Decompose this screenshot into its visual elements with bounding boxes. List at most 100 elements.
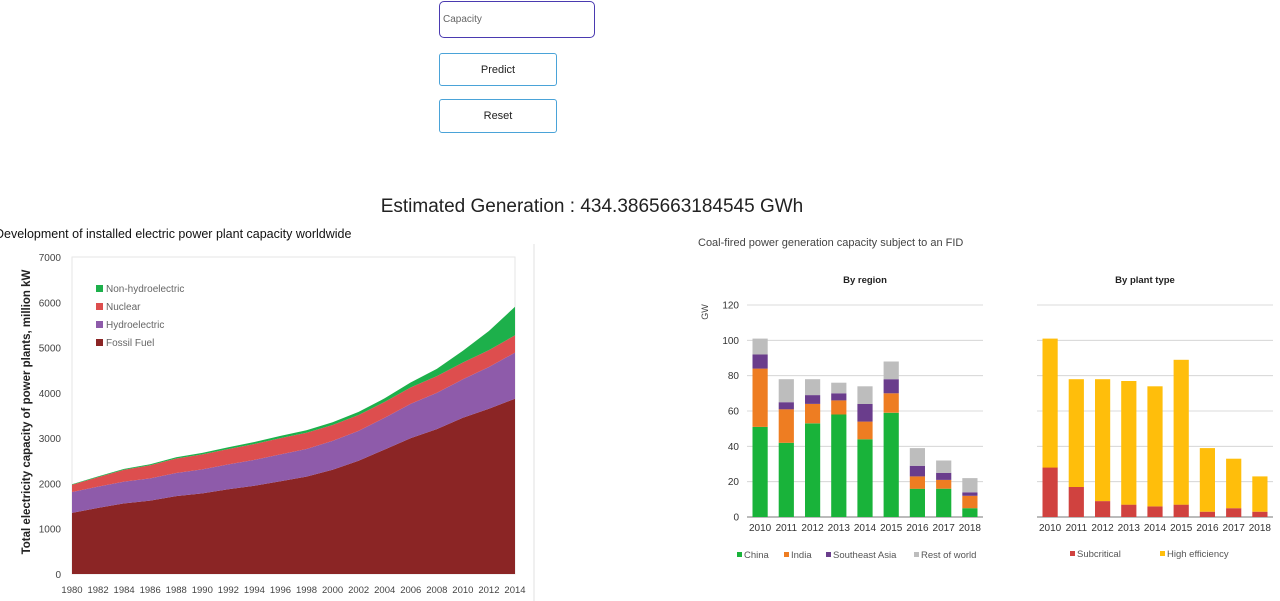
bar-india-2014 xyxy=(857,421,873,440)
area-x-tick-label: 1980 xyxy=(61,585,82,596)
bar-high-efficiency-2012 xyxy=(1095,379,1111,502)
bar-high-efficiency-2013 xyxy=(1121,381,1137,505)
area-layers xyxy=(72,306,515,574)
bar-china-2015 xyxy=(883,412,899,517)
area-y-tick-label: 1000 xyxy=(39,525,62,536)
predict-button[interactable]: Predict xyxy=(439,53,557,86)
bar-subcritical-2014 xyxy=(1147,506,1163,517)
x-tick-label: 2016 xyxy=(906,523,929,534)
bar-southeast-asia-2017 xyxy=(936,472,952,480)
legend-swatch xyxy=(96,339,103,346)
y-tick-label: 40 xyxy=(728,442,740,453)
area-fossil-fuel xyxy=(72,398,515,574)
coal-fid-bar-charts: Coal-fired power generation capacity sub… xyxy=(698,237,1273,561)
legend-label: China xyxy=(744,550,770,561)
area-y-tick-label: 2000 xyxy=(39,479,62,490)
area-legend: Non-hydroelectric Nuclear Hydroelectric Fos… xyxy=(96,284,184,349)
y-tick-label: 80 xyxy=(728,371,740,382)
bar-india-2013 xyxy=(831,400,847,415)
bar-subcritical-2015 xyxy=(1173,504,1189,517)
legend-swatch xyxy=(826,552,831,557)
bar-southeast-asia-2013 xyxy=(831,393,847,401)
region-x-ticks: 2010 2011 2012 2013 2014 2015 2016 2017 2018 xyxy=(749,523,981,534)
bar-subcritical-2017 xyxy=(1226,508,1242,517)
area-x-tick-label: 2006 xyxy=(400,585,421,596)
area-y-tick-label: 7000 xyxy=(39,253,62,264)
legend-label: India xyxy=(791,550,812,561)
legend-label: Nuclear xyxy=(106,302,141,313)
y-tick-label: 60 xyxy=(728,407,740,418)
area-nuclear xyxy=(72,335,515,492)
bar-rest-of-world-2010 xyxy=(752,338,768,355)
bar-india-2018 xyxy=(962,495,978,509)
x-tick-label: 2018 xyxy=(1249,523,1272,534)
bar-southeast-asia-2010 xyxy=(752,354,768,369)
area-x-tick-label: 1982 xyxy=(87,585,108,596)
area-y-tick-label: 4000 xyxy=(39,389,62,400)
bar-subcritical-2011 xyxy=(1068,487,1084,517)
legend-swatch xyxy=(914,552,919,557)
area-x-tick-label: 1996 xyxy=(270,585,291,596)
bar-china-2011 xyxy=(778,442,794,517)
x-tick-label: 2014 xyxy=(1144,523,1167,534)
gw-axis-label: GW xyxy=(700,304,710,320)
y-tick-label: 100 xyxy=(722,336,739,347)
x-tick-label: 2012 xyxy=(801,523,824,534)
area-x-tick-label: 2010 xyxy=(452,585,473,596)
estimated-generation-result: Estimated Generation : 434.3865663184545… xyxy=(380,196,804,217)
legend-swatch xyxy=(96,303,103,310)
x-tick-label: 2010 xyxy=(749,523,772,534)
type-legend: Subcritical High efficiency xyxy=(1070,549,1229,560)
bar-rest-of-world-2012 xyxy=(805,379,821,396)
x-tick-label: 2011 xyxy=(776,523,798,534)
area-x-tick-label: 1992 xyxy=(218,585,239,596)
bar-india-2011 xyxy=(778,409,794,443)
x-tick-label: 2015 xyxy=(880,523,903,534)
legend-label: Subcritical xyxy=(1077,549,1121,560)
bar-high-efficiency-2017 xyxy=(1226,458,1242,509)
bar-china-2012 xyxy=(805,423,821,517)
x-tick-label: 2017 xyxy=(933,523,956,534)
type-bars xyxy=(1042,338,1268,517)
area-x-tick-label: 1998 xyxy=(296,585,317,596)
y-tick-label: 20 xyxy=(728,477,740,488)
x-tick-label: 2017 xyxy=(1223,523,1246,534)
bar-rest-of-world-2013 xyxy=(831,382,847,394)
area-y-ticks: 0 1000 2000 3000 4000 5000 6000 7000 xyxy=(39,253,62,581)
bar-china-2017 xyxy=(936,488,952,517)
bar-india-2010 xyxy=(752,368,768,427)
area-x-tick-label: 1984 xyxy=(114,585,135,596)
bar-china-2013 xyxy=(831,414,847,517)
reset-button[interactable]: Reset xyxy=(439,99,557,133)
legend-label: High efficiency xyxy=(1167,549,1229,560)
legend-swatch xyxy=(1160,551,1165,556)
bar-india-2015 xyxy=(883,393,899,413)
bar-southeast-asia-2014 xyxy=(857,403,873,422)
bar-china-2014 xyxy=(857,439,873,517)
area-x-tick-label: 1986 xyxy=(140,585,161,596)
bar-rest-of-world-2015 xyxy=(883,361,899,380)
capacity-input[interactable] xyxy=(439,1,595,38)
area-x-tick-label: 1988 xyxy=(166,585,187,596)
bar-india-2017 xyxy=(936,479,952,489)
bar-southeast-asia-2011 xyxy=(778,402,794,410)
bar-subcritical-2016 xyxy=(1199,511,1215,517)
area-x-tick-label: 2000 xyxy=(322,585,343,596)
bar-southeast-asia-2016 xyxy=(909,465,925,477)
legend-swatch xyxy=(1070,551,1075,556)
bar-southeast-asia-2015 xyxy=(883,379,899,394)
x-tick-label: 2014 xyxy=(854,523,877,534)
area-x-tick-label: 2008 xyxy=(426,585,447,596)
bar-rest-of-world-2017 xyxy=(936,460,952,473)
bar-high-efficiency-2010 xyxy=(1042,338,1058,468)
area-x-tick-label: 2012 xyxy=(478,585,499,596)
legend-label: Hydroelectric xyxy=(106,320,164,331)
bar-rest-of-world-2016 xyxy=(909,448,925,466)
bar-southeast-asia-2012 xyxy=(805,395,821,404)
area-x-tick-label: 1994 xyxy=(244,585,265,596)
region-legend: China India Southeast Asia Rest of world xyxy=(737,550,976,561)
area-x-tick-label: 2014 xyxy=(504,585,525,596)
bar-southeast-asia-2018 xyxy=(962,492,978,496)
legend-swatch xyxy=(737,552,742,557)
area-x-tick-label: 2004 xyxy=(374,585,395,596)
